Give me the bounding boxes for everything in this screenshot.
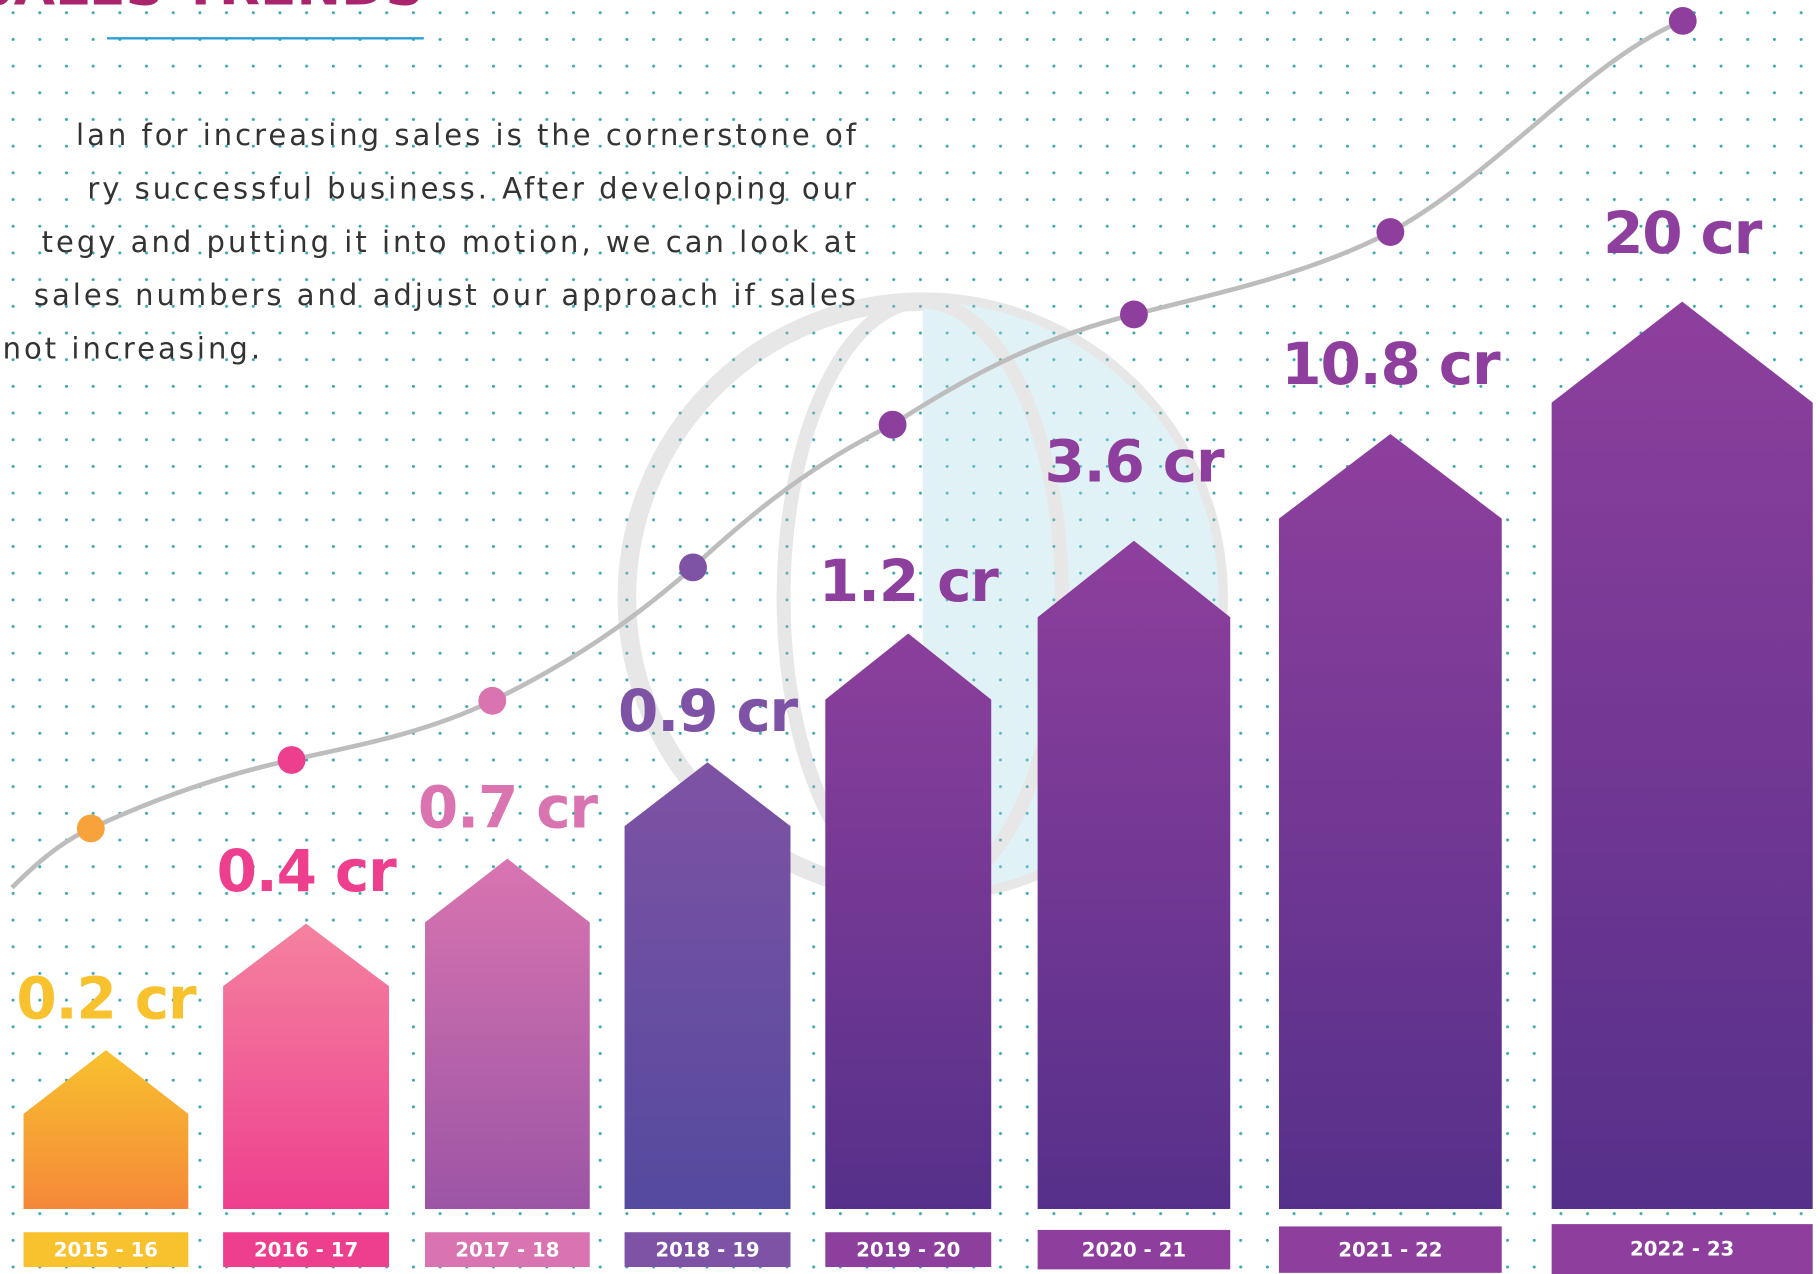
trend-dot	[879, 411, 907, 439]
trend-dot	[478, 687, 506, 715]
period-label: 2020 - 21	[1082, 1238, 1186, 1261]
arrow-bar	[1552, 302, 1813, 1209]
trend-dot	[1120, 301, 1148, 329]
period-label: 2019 - 20	[856, 1238, 960, 1261]
arrow-bar	[425, 859, 590, 1209]
trend-dot	[77, 815, 105, 843]
trend-dot	[278, 746, 306, 774]
trend-dot	[1669, 7, 1697, 35]
value-label: 3.6 cr	[1044, 428, 1225, 496]
period-label: 2015 - 16	[54, 1238, 158, 1261]
trend-dot	[679, 553, 707, 581]
period-label: 2018 - 19	[655, 1238, 759, 1261]
paragraph-line: ry successful business. After developing…	[87, 171, 859, 205]
period-label: 2017 - 18	[455, 1238, 559, 1261]
value-label: 0.4 cr	[217, 837, 398, 905]
value-label: 1.2 cr	[819, 547, 1000, 615]
value-label: 10.8 cr	[1281, 330, 1501, 398]
arrow-bar	[1279, 434, 1502, 1209]
paragraph-line: sales numbers and adjust our approach if…	[34, 278, 859, 312]
value-label: 0.2 cr	[16, 965, 197, 1033]
arrow-bar	[1038, 541, 1231, 1209]
value-label: 0.7 cr	[418, 773, 599, 841]
infographic: SALES TRENDS lan for increasing sales is…	[0, 0, 1820, 1274]
paragraph-line: lan for increasing sales is the cornerst…	[76, 118, 859, 152]
period-label: 2022 - 23	[1630, 1238, 1734, 1261]
paragraph-line: tegy and putting it into motion, we can …	[42, 225, 859, 259]
paragraph-line: not increasing.	[3, 332, 263, 366]
value-label: 0.9 cr	[618, 677, 799, 745]
arrow-bar	[625, 762, 791, 1209]
value-label: 20 cr	[1603, 199, 1763, 267]
period-label: 2016 - 17	[254, 1238, 358, 1261]
arrow-bar	[825, 634, 991, 1210]
period-label: 2021 - 22	[1338, 1238, 1442, 1261]
trend-dot	[1376, 218, 1404, 246]
title: SALES TRENDS	[0, 0, 424, 18]
